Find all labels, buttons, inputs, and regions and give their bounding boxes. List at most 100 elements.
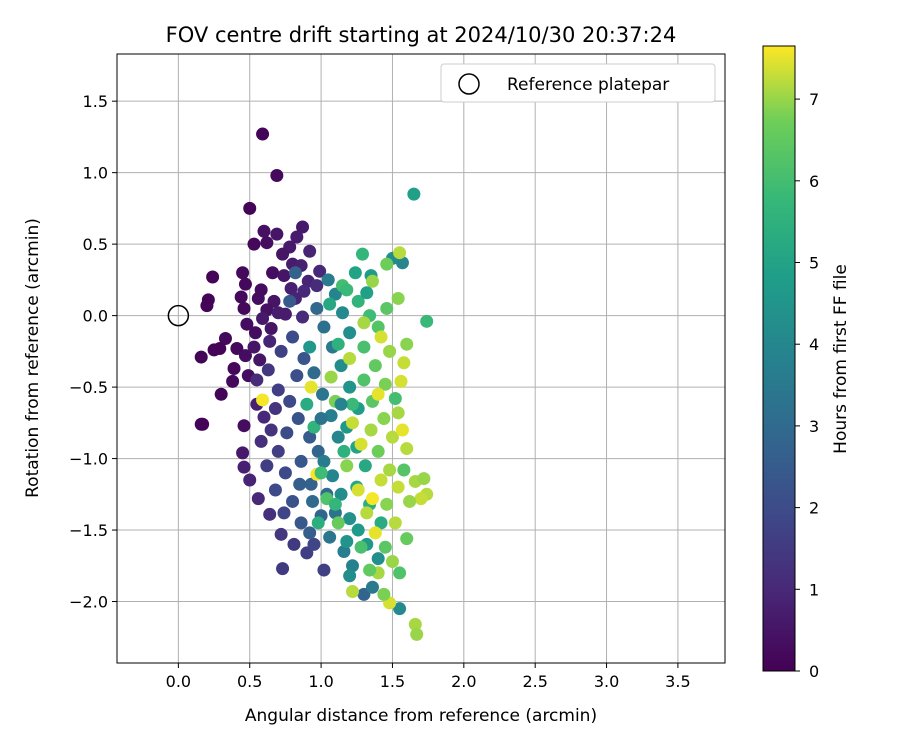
data-point [254, 434, 268, 448]
data-point [334, 359, 348, 373]
data-point [296, 220, 310, 234]
colorbar-tick-label: 2 [809, 499, 819, 518]
data-point [260, 236, 274, 250]
data-point [340, 283, 354, 297]
data-point [206, 270, 220, 284]
legend: Reference platepar [440, 63, 716, 103]
data-point [297, 352, 311, 365]
data-point [351, 294, 365, 308]
colorbar-gradient [762, 45, 796, 672]
data-point [420, 314, 434, 328]
data-point [355, 247, 369, 261]
data-point [236, 446, 250, 460]
data-point [357, 316, 371, 330]
data-point [307, 366, 321, 380]
data-point [278, 466, 292, 480]
data-point [314, 412, 328, 426]
data-point [274, 344, 288, 358]
data-point [237, 419, 251, 433]
colorbar-tick-label: 6 [809, 172, 819, 191]
data-point [388, 516, 402, 530]
data-point [374, 516, 388, 530]
data-point [324, 370, 338, 384]
data-point [378, 377, 392, 391]
data-point [374, 473, 388, 487]
data-point [257, 224, 271, 238]
data-point [268, 402, 282, 416]
data-point [238, 277, 252, 291]
data-point [378, 540, 392, 554]
data-point [383, 344, 397, 358]
data-point [238, 349, 252, 363]
y-tick-label: −1.5 [69, 521, 108, 540]
y-tick-label: −0.5 [69, 378, 108, 397]
data-point [271, 306, 285, 320]
data-point [194, 417, 208, 431]
data-point [331, 430, 345, 444]
data-point [337, 444, 351, 458]
data-point [214, 387, 228, 401]
legend-reference-marker [458, 73, 480, 95]
data-point [253, 353, 267, 367]
data-point [403, 494, 417, 508]
data-point [317, 454, 331, 468]
x-tick-label: 3.5 [665, 672, 690, 691]
data-point [391, 406, 405, 420]
data-point [321, 273, 335, 287]
data-point [336, 306, 350, 320]
data-point [307, 420, 321, 434]
data-point [323, 297, 337, 311]
data-point [377, 587, 391, 601]
data-point [303, 244, 317, 258]
data-point [380, 301, 394, 315]
data-point [314, 466, 328, 480]
data-point [276, 562, 290, 576]
data-point [395, 256, 409, 270]
colorbar-tick-label: 1 [809, 580, 819, 599]
y-axis: −2.0 −1.5 −1.0 −0.5 0.0 0.5 1.0 1.5 [69, 92, 117, 612]
data-point [300, 397, 314, 411]
colorbar: 0 1 2 3 4 5 6 7 Hours from first FF file [762, 45, 851, 681]
data-point [270, 169, 284, 183]
data-point [383, 463, 397, 477]
data-point [263, 334, 277, 348]
data-point [247, 237, 261, 251]
data-point [277, 506, 291, 520]
data-point [351, 523, 365, 537]
data-point [268, 483, 282, 497]
data-point [360, 506, 374, 520]
data-point [304, 477, 318, 491]
data-point [345, 585, 359, 599]
data-point [397, 356, 411, 370]
data-point [286, 494, 300, 508]
data-point [283, 394, 297, 408]
data-point [257, 410, 271, 424]
data-point [340, 459, 354, 473]
data-point [310, 279, 324, 293]
data-point [417, 472, 431, 486]
data-point [374, 330, 388, 344]
data-point [328, 287, 342, 301]
data-point [227, 362, 241, 376]
data-point [256, 311, 270, 325]
data-point [247, 340, 261, 354]
data-point [328, 497, 342, 511]
x-axis-label: Angular distance from reference (arcmin) [245, 706, 597, 726]
colorbar-tick-label: 5 [809, 254, 819, 273]
data-point [345, 559, 359, 573]
colorbar-label: Hours from first FF file [831, 264, 851, 454]
data-point [234, 290, 248, 304]
data-point [331, 516, 345, 530]
data-point [371, 320, 385, 334]
data-point [317, 563, 331, 577]
data-point [307, 537, 321, 551]
data-point [348, 266, 362, 280]
data-point [263, 507, 277, 521]
data-point [334, 397, 348, 411]
data-point [354, 540, 368, 554]
data-point [334, 487, 348, 501]
data-point [251, 291, 265, 305]
y-tick-label: 0.0 [83, 307, 108, 326]
data-point [400, 532, 414, 546]
data-point [351, 483, 365, 497]
